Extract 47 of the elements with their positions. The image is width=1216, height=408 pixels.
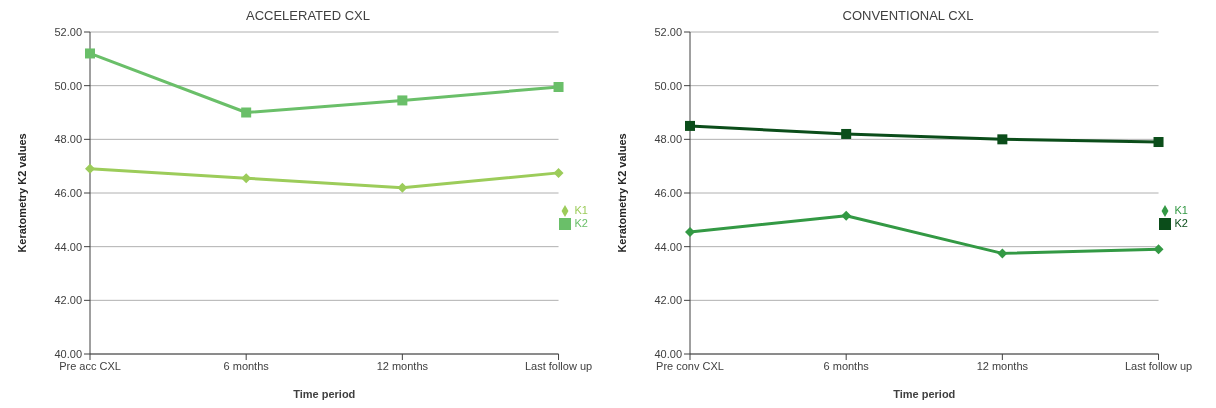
y-tick-label: 46.00 bbox=[654, 186, 682, 199]
x-tick-label: Last follow up bbox=[1124, 359, 1193, 372]
point bbox=[841, 210, 852, 221]
y-tick-label: 50.00 bbox=[54, 79, 82, 92]
y-tick-label: 42.00 bbox=[54, 294, 82, 307]
point bbox=[685, 226, 695, 237]
point bbox=[1153, 137, 1164, 148]
y-tick-label: 42.00 bbox=[654, 294, 682, 307]
x-tick-label: 6 months bbox=[223, 359, 270, 372]
chart-title: ACCELERATED CXL bbox=[245, 8, 371, 25]
x-tick-label: Last follow up bbox=[524, 359, 593, 372]
x-tick-label: 6 months bbox=[823, 359, 870, 372]
y-tick-label: 48.00 bbox=[54, 133, 82, 146]
point bbox=[685, 120, 695, 131]
x-tick-label: Pre conv CXL bbox=[656, 359, 724, 372]
point bbox=[997, 248, 1008, 259]
y-tick-label: 48.00 bbox=[654, 133, 682, 146]
y-tick-label: 44.00 bbox=[54, 240, 82, 253]
y-tick-label: 52.00 bbox=[54, 25, 82, 38]
y-tick-label: 44.00 bbox=[654, 240, 682, 253]
legend-label: K1 bbox=[1174, 203, 1188, 216]
point bbox=[85, 163, 95, 174]
y-tick-label: 52.00 bbox=[654, 25, 682, 38]
point bbox=[397, 182, 408, 193]
y-axis-title: Keratometry K2 values bbox=[15, 133, 28, 253]
point bbox=[553, 82, 564, 93]
legend-label: K2 bbox=[574, 217, 588, 229]
y-axis-title: Keratometry K2 values bbox=[615, 133, 628, 253]
point bbox=[397, 95, 408, 106]
point bbox=[85, 48, 95, 59]
x-axis-title: Time period bbox=[893, 388, 956, 400]
legend-label: K2 bbox=[1174, 217, 1188, 229]
legend-label: K1 bbox=[574, 203, 588, 216]
point bbox=[241, 107, 252, 118]
y-tick-label: 40.00 bbox=[54, 347, 82, 360]
point bbox=[997, 134, 1008, 145]
chart-title: CONVENTIONAL CXL bbox=[841, 8, 975, 25]
x-tick-label: 12 months bbox=[976, 359, 1029, 372]
point bbox=[1153, 244, 1164, 255]
y-tick-label: 40.00 bbox=[654, 347, 682, 360]
y-tick-label: 50.00 bbox=[654, 79, 682, 92]
x-tick-label: Pre acc CXL bbox=[59, 359, 121, 372]
point bbox=[553, 167, 564, 178]
y-tick-label: 46.00 bbox=[54, 186, 82, 199]
x-tick-label: 12 months bbox=[376, 359, 429, 372]
point bbox=[841, 128, 852, 139]
x-axis-title: Time period bbox=[293, 388, 356, 400]
